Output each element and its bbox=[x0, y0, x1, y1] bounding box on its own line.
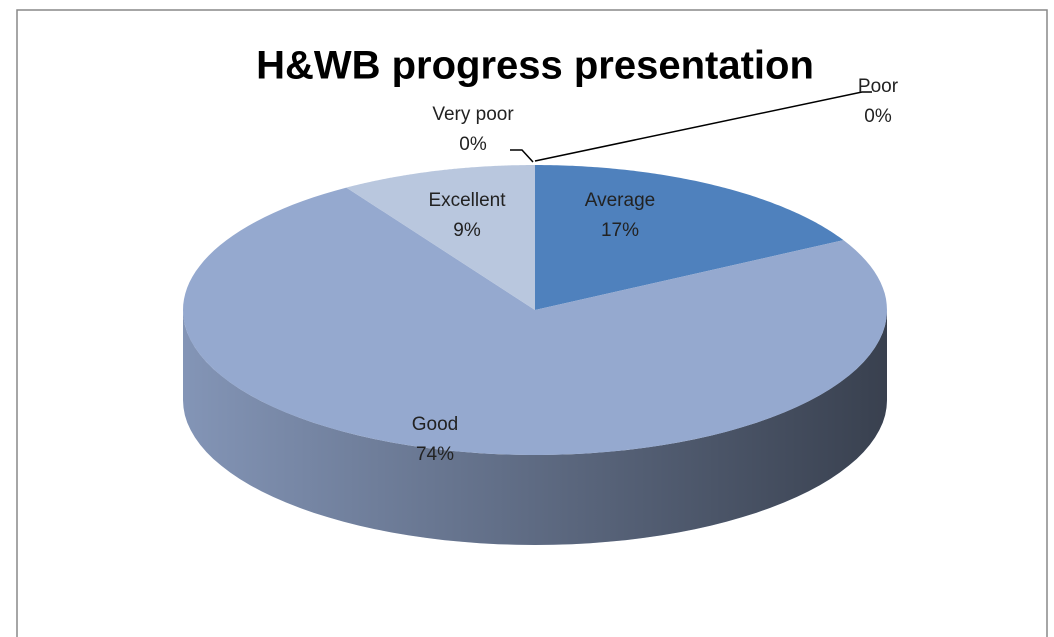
slice-label: Excellent bbox=[428, 190, 506, 211]
slice-label: Poor bbox=[858, 76, 899, 97]
leader-line bbox=[534, 91, 872, 162]
pie-slice bbox=[535, 165, 844, 310]
slice-value: 9% bbox=[453, 220, 481, 241]
slice-label: Very poor bbox=[432, 104, 514, 125]
leader-line bbox=[510, 149, 534, 163]
chart-title: H&WB progress presentation bbox=[256, 44, 814, 88]
pie-slice bbox=[183, 187, 887, 455]
slice-value: 0% bbox=[864, 106, 892, 127]
pie-side-shade bbox=[183, 310, 887, 545]
slice-value: 74% bbox=[416, 444, 454, 465]
slice-label: Average bbox=[585, 190, 655, 211]
slice-label: Good bbox=[412, 414, 458, 435]
slice-value: 0% bbox=[459, 134, 487, 155]
slice-value: 17% bbox=[601, 220, 639, 241]
pie-slice bbox=[346, 165, 535, 310]
